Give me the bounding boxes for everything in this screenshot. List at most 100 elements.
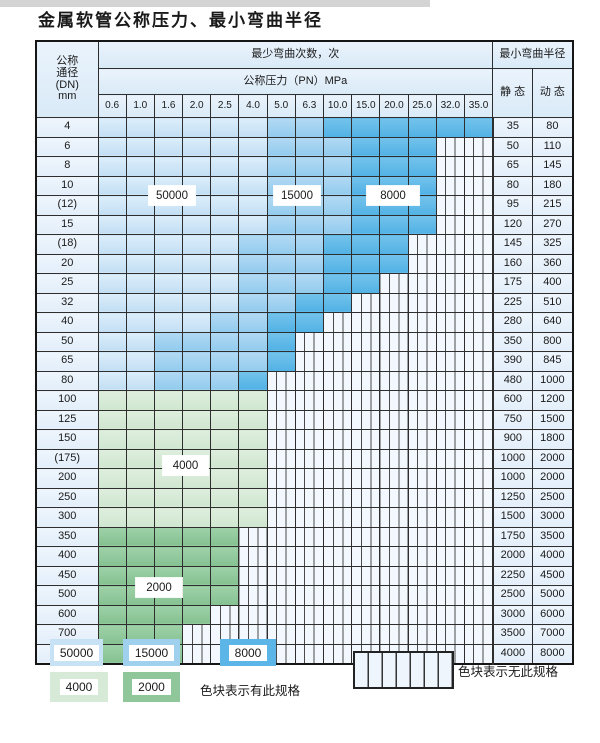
static-radius-value: 1000 <box>491 468 534 489</box>
cell-spec-b1 <box>238 136 268 157</box>
cell-no-spec <box>463 156 494 177</box>
static-radius-value: 350 <box>491 331 534 352</box>
cell-no-spec <box>407 624 437 645</box>
cell-no-spec <box>351 526 381 547</box>
corner-line-4: mm <box>58 90 77 103</box>
cell-spec-b2 <box>153 370 184 391</box>
cell-spec-b2 <box>294 214 325 235</box>
cell-spec-b2 <box>266 234 296 255</box>
cell-spec-g1 <box>97 390 127 411</box>
cell-spec-b2 <box>266 273 296 294</box>
cell-spec-g2 <box>210 546 240 567</box>
radius-header: 最小弯曲半径 <box>492 40 574 69</box>
cell-no-spec <box>435 409 465 430</box>
cell-spec-g1 <box>153 507 184 528</box>
dn-cell: 250 <box>35 487 99 508</box>
dn-cell: 20 <box>35 253 99 274</box>
cell-spec-b1 <box>182 117 212 138</box>
cell-no-spec <box>294 331 325 352</box>
cell-spec-b1 <box>125 156 155 177</box>
cell-no-spec <box>294 370 325 391</box>
cell-no-spec <box>407 312 437 333</box>
cell-spec-b2 <box>322 214 353 235</box>
cell-spec-g1 <box>125 390 155 411</box>
cell-spec-g2 <box>125 526 155 547</box>
cell-spec-b2 <box>238 273 268 294</box>
bend-times-header: 最少弯曲次数，次 <box>97 40 494 69</box>
cell-spec-g1 <box>238 487 268 508</box>
table-row: 8 65 145 <box>35 156 574 177</box>
cell-spec-b1 <box>238 117 268 138</box>
cell-no-spec <box>322 507 353 528</box>
dn-cell: 350 <box>35 526 99 547</box>
cell-no-spec <box>435 370 465 391</box>
cell-no-spec <box>407 468 437 489</box>
cell-spec-b2 <box>266 253 296 274</box>
cell-no-spec <box>266 429 296 450</box>
cell-no-spec <box>435 214 465 235</box>
cell-spec-g1 <box>182 390 212 411</box>
cell-no-spec <box>351 448 381 469</box>
dynamic-radius-value: 2000 <box>532 468 574 489</box>
cell-spec-b1 <box>97 331 127 352</box>
static-radius-value: 3500 <box>491 624 534 645</box>
cell-spec-b2 <box>294 253 325 274</box>
pressure-tick: 15.0 <box>351 94 381 118</box>
cell-no-spec <box>322 604 353 625</box>
pressure-tick: 32.0 <box>435 94 465 118</box>
cell-no-spec <box>266 390 296 411</box>
cell-spec-b2 <box>210 370 240 391</box>
cell-spec-b3 <box>407 156 437 177</box>
cell-spec-b1 <box>97 175 127 196</box>
cell-no-spec <box>463 468 494 489</box>
cell-spec-g2 <box>182 526 212 547</box>
static-radius-value: 600 <box>491 390 534 411</box>
cell-no-spec <box>351 487 381 508</box>
cell-spec-b3 <box>379 234 409 255</box>
cell-no-spec <box>463 234 494 255</box>
cell-spec-b2 <box>294 234 325 255</box>
cell-spec-b1 <box>125 214 155 235</box>
cell-no-spec <box>435 292 465 313</box>
cell-no-spec <box>379 292 409 313</box>
cell-spec-b1 <box>210 156 240 177</box>
cell-spec-g2 <box>153 546 184 567</box>
cell-spec-b1 <box>238 195 268 216</box>
cell-spec-g2 <box>210 526 240 547</box>
cell-spec-b2 <box>153 351 184 372</box>
cell-no-spec <box>351 351 381 372</box>
cell-spec-b1 <box>125 234 155 255</box>
cell-spec-b3 <box>351 117 381 138</box>
legend-value-15000: 15000 <box>128 644 175 661</box>
cell-spec-b2 <box>238 351 268 372</box>
cell-no-spec <box>351 429 381 450</box>
cell-no-spec <box>294 409 325 430</box>
cell-no-spec <box>294 448 325 469</box>
cell-spec-b2 <box>210 351 240 372</box>
cell-no-spec <box>407 292 437 313</box>
cell-spec-b1 <box>125 351 155 372</box>
static-radius-value: 4000 <box>491 643 534 665</box>
cell-spec-b3 <box>266 312 296 333</box>
cell-no-spec <box>351 370 381 391</box>
cell-spec-b1 <box>153 156 184 177</box>
legend-has-spec-text: 色块表示有此规格 <box>200 684 301 698</box>
pressure-tick: 25.0 <box>407 94 437 118</box>
dynamic-radius-value: 110 <box>532 136 574 157</box>
dn-cell: 400 <box>35 546 99 567</box>
cell-spec-g2 <box>182 546 212 567</box>
cell-spec-g1 <box>238 448 268 469</box>
cell-spec-g1 <box>210 429 240 450</box>
static-radius-value: 2000 <box>491 546 534 567</box>
cell-spec-g2 <box>182 604 212 625</box>
pressure-tick: 1.0 <box>125 94 155 118</box>
cell-spec-b1 <box>153 214 184 235</box>
cell-no-spec <box>463 331 494 352</box>
cell-no-spec <box>322 643 353 665</box>
cell-spec-b2 <box>322 156 353 177</box>
cell-spec-g1 <box>125 507 155 528</box>
cell-no-spec <box>379 331 409 352</box>
cell-no-spec <box>407 565 437 586</box>
cell-no-spec <box>435 156 465 177</box>
cell-spec-g2 <box>97 546 127 567</box>
